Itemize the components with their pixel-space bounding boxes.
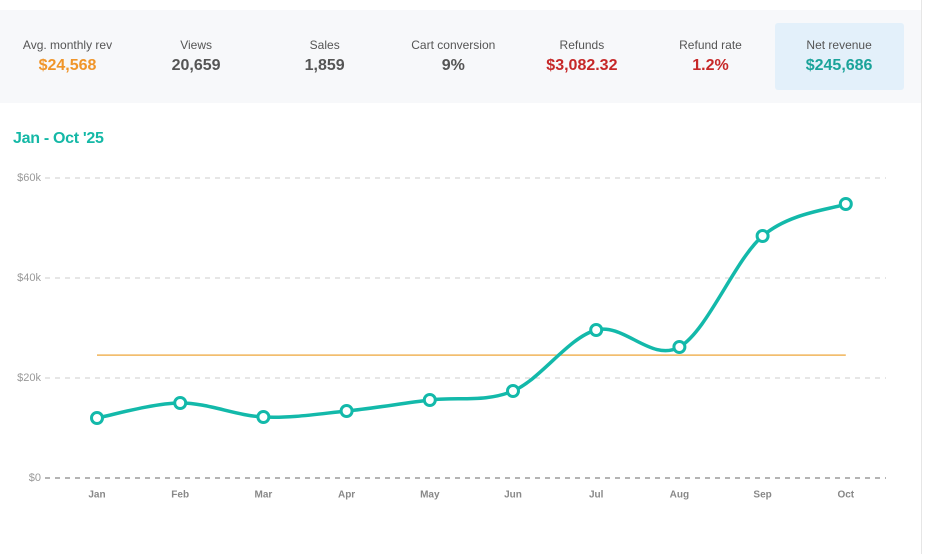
line [95, 202, 848, 420]
kpi-value: 1,859 [304, 57, 345, 74]
point [256, 410, 271, 424]
point [90, 411, 104, 425]
kpi-value: $24,568 [38, 57, 97, 74]
kpi: Cart conversion 9% [389, 23, 518, 90]
kpi: Avg. monthly rev $24,568 [3, 23, 132, 90]
y-tick-label: $20k [17, 372, 41, 384]
point [422, 393, 437, 407]
kpi-label: Refunds [559, 38, 605, 52]
point [506, 384, 520, 398]
chart-title: Jan - Oct '25 [13, 130, 104, 147]
kpi-bar: Avg. monthly rev $24,568 Views 20,659 Sales 1… [0, 10, 921, 103]
y-tick-label: $60k [17, 172, 41, 184]
x-tick-label: Sep [753, 490, 771, 501]
kpi-label: Net revenue [806, 38, 872, 52]
kpi-value: $245,686 [805, 57, 873, 74]
kpi-value: 9% [441, 57, 465, 74]
point [755, 229, 770, 243]
x-tick-label: Mar [255, 490, 273, 501]
kpi: Refunds $3,082.32 [517, 23, 646, 90]
x-tick-label: Oct [837, 490, 854, 501]
kpi-value: 20,659 [171, 57, 221, 74]
x-tick-label: Jun [504, 490, 522, 501]
x-tick-label: Aug [670, 490, 689, 501]
y-tick-label: $0 [29, 472, 41, 484]
y-tick-label: $40k [17, 272, 41, 284]
kpi-label: Refund rate [679, 38, 742, 52]
kpi-label: Sales [309, 38, 340, 52]
point [838, 197, 853, 211]
point [672, 340, 687, 354]
point [173, 396, 188, 410]
x-tick-label: Apr [338, 490, 355, 501]
kpi-value: 1.2% [692, 57, 729, 74]
point [589, 323, 604, 337]
point [339, 404, 354, 418]
kpi: Sales 1,859 [260, 23, 389, 90]
x-tick-label: May [420, 490, 440, 501]
x-tick-label: Feb [171, 490, 189, 501]
kpi-label: Views [180, 38, 212, 52]
kpi-value: $3,082.32 [546, 57, 618, 74]
kpi-label: Cart conversion [411, 38, 496, 52]
x-tick-label: Jul [589, 490, 604, 501]
kpi: Net revenue $245,686 [774, 23, 904, 90]
kpi-label: Avg. monthly rev [22, 38, 113, 52]
panel-edge [921, 0, 922, 554]
x-tick-label: Jan [88, 490, 105, 501]
kpi: Refund rate 1.2% [646, 23, 775, 90]
kpi: Views 20,659 [132, 23, 261, 90]
